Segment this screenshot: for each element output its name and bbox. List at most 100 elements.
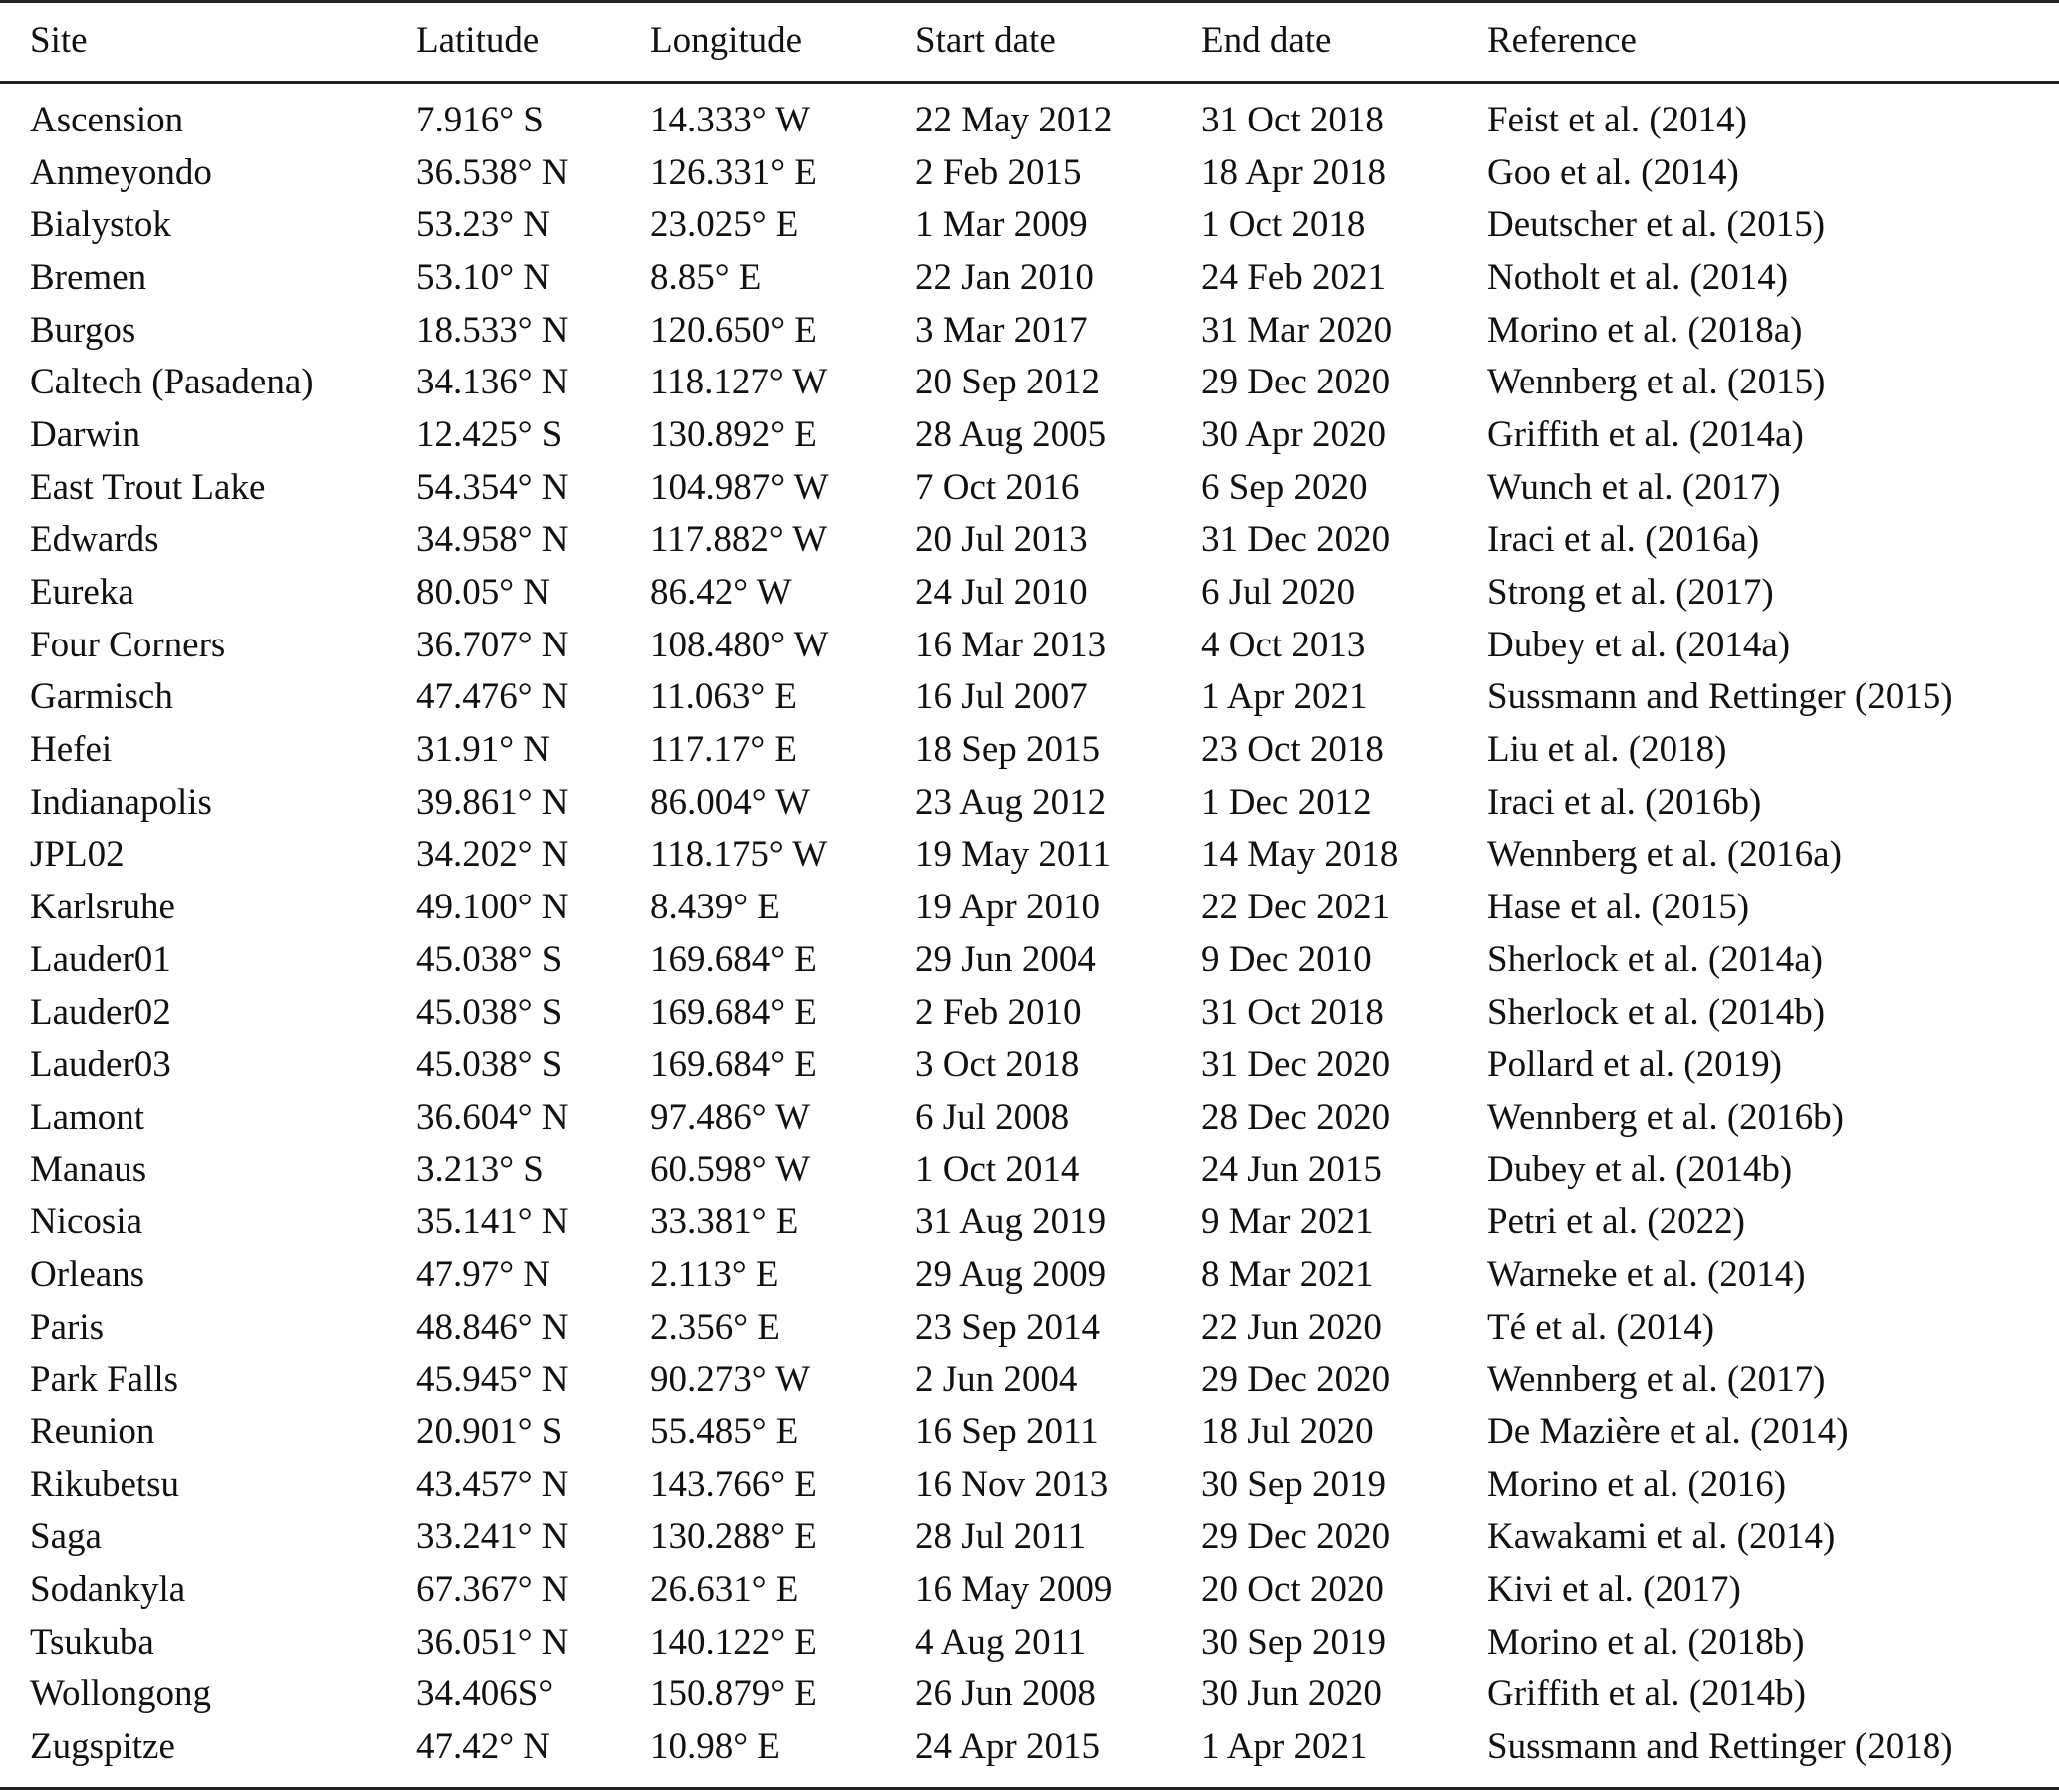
cell-reference: De Mazière et al. (2014) — [1487, 1411, 1849, 1453]
cell-start-date: 1 Oct 2014 — [915, 1149, 1080, 1190]
cell-latitude: 34.958° N — [416, 519, 569, 561]
cell-latitude: 47.97° N — [416, 1253, 551, 1295]
cell-site: Karlsruhe — [30, 887, 175, 928]
cell-longitude: 33.381° E — [650, 1201, 799, 1243]
cell-end-date: 1 Apr 2021 — [1201, 676, 1368, 718]
table-row: Wollongong 34.406S° 150.879° E 26 Jun 2008 3… — [0, 1668, 2059, 1721]
cell-reference: Hase et al. (2015) — [1487, 887, 1750, 928]
cell-end-date: 29 Dec 2020 — [1201, 1516, 1391, 1558]
cell-start-date: 2 Jun 2004 — [915, 1359, 1078, 1401]
cell-site: JPL02 — [30, 834, 125, 876]
cell-site: Eureka — [30, 572, 134, 614]
cell-latitude: 47.42° N — [416, 1726, 551, 1768]
table-row: Lauder01 45.038° S 169.684° E 29 Jun 2004 9 … — [0, 933, 2059, 986]
cell-longitude: 169.684° E — [650, 938, 817, 980]
header-end-date: End date — [1201, 19, 1332, 61]
cell-site: Hefei — [30, 729, 113, 771]
cell-end-date: 31 Dec 2020 — [1201, 1044, 1391, 1086]
cell-longitude: 143.766° E — [650, 1463, 817, 1505]
cell-start-date: 23 Sep 2014 — [915, 1306, 1100, 1348]
cell-end-date: 9 Dec 2010 — [1201, 938, 1372, 980]
cell-latitude: 36.051° N — [416, 1621, 569, 1663]
cell-site: Zugspitze — [30, 1726, 175, 1768]
cell-longitude: 120.650° E — [650, 309, 817, 351]
cell-end-date: 6 Jul 2020 — [1201, 572, 1356, 614]
cell-start-date: 26 Jun 2008 — [915, 1673, 1096, 1715]
table-row: Sodankyla 67.367° N 26.631° E 16 May 2009 20… — [0, 1563, 2059, 1616]
cell-reference: Morino et al. (2018a) — [1487, 309, 1803, 351]
top-rule — [0, 0, 2059, 3]
header-row: Site Latitude Longitude Start date End d… — [0, 0, 2059, 80]
cell-longitude: 97.486° W — [650, 1096, 811, 1138]
cell-site: Saga — [30, 1516, 102, 1558]
cell-latitude: 45.945° N — [416, 1359, 569, 1401]
bottom-rule — [0, 1787, 2059, 1790]
cell-reference: Iraci et al. (2016a) — [1487, 519, 1760, 561]
cell-longitude: 130.892° E — [650, 413, 817, 455]
cell-end-date: 24 Feb 2021 — [1201, 256, 1386, 298]
cell-longitude: 130.288° E — [650, 1516, 817, 1558]
cell-latitude: 45.038° S — [416, 938, 563, 980]
cell-longitude: 26.631° E — [650, 1569, 799, 1611]
cell-site: Indianapolis — [30, 781, 212, 823]
cell-latitude: 35.141° N — [416, 1201, 569, 1243]
cell-reference: Sherlock et al. (2014b) — [1487, 991, 1826, 1033]
cell-reference: Sussmann and Rettinger (2018) — [1487, 1726, 1953, 1768]
header-reference: Reference — [1487, 19, 1637, 61]
cell-end-date: 6 Sep 2020 — [1201, 466, 1368, 508]
cell-latitude: 39.861° N — [416, 781, 569, 823]
cell-reference: Kivi et al. (2017) — [1487, 1569, 1741, 1611]
cell-site: Four Corners — [30, 624, 226, 665]
cell-end-date: 31 Oct 2018 — [1201, 991, 1384, 1033]
cell-reference: Wennberg et al. (2017) — [1487, 1359, 1826, 1401]
cell-end-date: 28 Dec 2020 — [1201, 1096, 1391, 1138]
cell-reference: Warneke et al. (2014) — [1487, 1253, 1806, 1295]
cell-reference: Wunch et al. (2017) — [1487, 466, 1781, 508]
table-row: Karlsruhe 49.100° N 8.439° E 19 Apr 2010 22 … — [0, 881, 2059, 933]
cell-end-date: 8 Mar 2021 — [1201, 1253, 1374, 1295]
cell-end-date: 22 Jun 2020 — [1201, 1306, 1382, 1348]
cell-end-date: 30 Sep 2019 — [1201, 1463, 1386, 1505]
cell-site: Bremen — [30, 256, 147, 298]
header-site: Site — [30, 19, 88, 61]
cell-latitude: 20.901° S — [416, 1411, 563, 1453]
cell-site: East Trout Lake — [30, 466, 266, 508]
table-row: Lamont 36.604° N 97.486° W 6 Jul 2008 28 Dec… — [0, 1091, 2059, 1144]
cell-longitude: 104.987° W — [650, 466, 829, 508]
cell-reference: Strong et al. (2017) — [1487, 572, 1774, 614]
cell-latitude: 36.604° N — [416, 1096, 569, 1138]
table-row: Hefei 31.91° N 117.17° E 18 Sep 2015 23 Oct … — [0, 723, 2059, 776]
cell-site: Lauder02 — [30, 991, 171, 1033]
cell-start-date: 31 Aug 2019 — [915, 1201, 1107, 1243]
cell-longitude: 23.025° E — [650, 204, 799, 246]
cell-site: Sodankyla — [30, 1569, 186, 1611]
cell-longitude: 118.127° W — [650, 362, 828, 403]
header-longitude: Longitude — [650, 19, 803, 61]
cell-latitude: 36.538° N — [416, 151, 569, 193]
cell-site: Reunion — [30, 1411, 155, 1453]
header-latitude: Latitude — [416, 19, 540, 61]
header-start-date: Start date — [915, 19, 1056, 61]
cell-start-date: 3 Oct 2018 — [915, 1044, 1080, 1086]
table-row: Edwards 34.958° N 117.882° W 20 Jul 2013 31 … — [0, 514, 2059, 567]
cell-start-date: 6 Jul 2008 — [915, 1096, 1070, 1138]
table-row: Anmeyondo 36.538° N 126.331° E 2 Feb 2015 18… — [0, 146, 2059, 199]
cell-reference: Wennberg et al. (2016b) — [1487, 1096, 1845, 1138]
cell-reference: Feist et al. (2014) — [1487, 99, 1748, 140]
cell-longitude: 117.17° E — [650, 729, 798, 771]
cell-start-date: 20 Sep 2012 — [915, 362, 1100, 403]
cell-latitude: 7.916° S — [416, 99, 544, 140]
cell-end-date: 20 Oct 2020 — [1201, 1569, 1384, 1611]
cell-site: Lauder01 — [30, 938, 171, 980]
cell-reference: Dubey et al. (2014b) — [1487, 1149, 1793, 1190]
cell-end-date: 18 Apr 2018 — [1201, 151, 1386, 193]
cell-longitude: 10.98° E — [650, 1726, 780, 1768]
cell-site: Rikubetsu — [30, 1463, 180, 1505]
cell-site: Orleans — [30, 1253, 145, 1295]
cell-start-date: 20 Jul 2013 — [915, 519, 1088, 561]
cell-end-date: 24 Jun 2015 — [1201, 1149, 1382, 1190]
cell-start-date: 23 Aug 2012 — [915, 781, 1107, 823]
cell-site: Darwin — [30, 413, 140, 455]
cell-site: Anmeyondo — [30, 151, 212, 193]
cell-latitude: 12.425° S — [416, 413, 563, 455]
